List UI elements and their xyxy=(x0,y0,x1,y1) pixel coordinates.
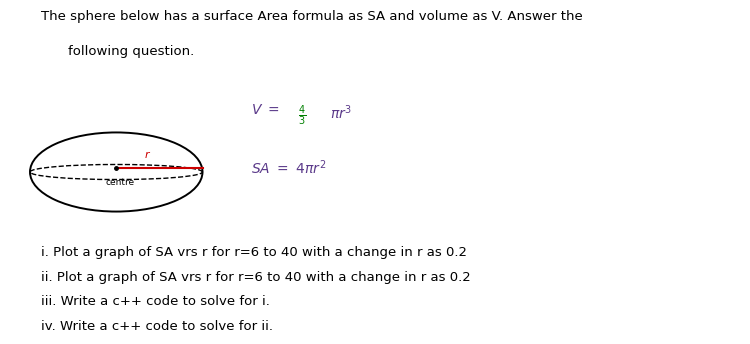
Text: r: r xyxy=(144,150,148,160)
Text: $\pi r^3$: $\pi r^3$ xyxy=(330,103,352,122)
Text: centre: centre xyxy=(106,178,134,186)
Text: $V\ =\ $: $V\ =\ $ xyxy=(251,103,280,117)
Text: The sphere below has a surface Area formula as SA and volume as V. Answer the: The sphere below has a surface Area form… xyxy=(41,10,583,23)
Text: $\frac{4}{3}$: $\frac{4}{3}$ xyxy=(298,103,306,128)
Text: following question.: following question. xyxy=(68,45,194,58)
Text: ii. Plot a graph of SA vrs r for r=6 to 40 with a change in r as 0.2: ii. Plot a graph of SA vrs r for r=6 to … xyxy=(41,271,471,284)
Text: iv. Write a c++ code to solve for ii.: iv. Write a c++ code to solve for ii. xyxy=(41,320,273,333)
Text: i. Plot a graph of SA vrs r for r=6 to 40 with a change in r as 0.2: i. Plot a graph of SA vrs r for r=6 to 4… xyxy=(41,246,467,259)
Text: $SA\ =\ 4\pi r^2$: $SA\ =\ 4\pi r^2$ xyxy=(251,158,326,177)
Text: iii. Write a c++ code to solve for i.: iii. Write a c++ code to solve for i. xyxy=(41,295,270,309)
